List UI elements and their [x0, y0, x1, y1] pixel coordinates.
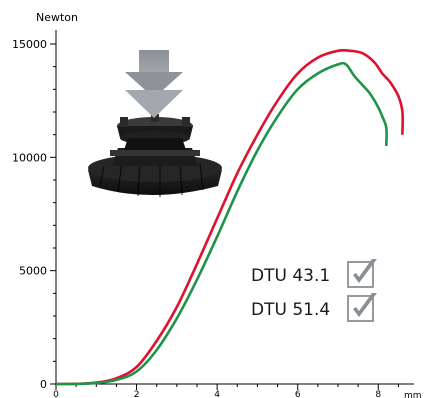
checkmark-icon	[353, 293, 377, 317]
x-tick-label: 0	[53, 390, 59, 398]
y-tick-label: 0	[40, 378, 47, 391]
legend-label-1: DTU 43.1	[251, 266, 330, 286]
series-line-1	[55, 48, 405, 386]
pedestal-product-image	[88, 50, 222, 197]
x-tick-label: 4	[214, 390, 220, 398]
x-tick-label: 8	[375, 390, 381, 398]
series-line-2	[55, 61, 388, 386]
y-tick-label: 5000	[19, 265, 47, 278]
x-tick-label: 2	[134, 390, 140, 398]
chart-series	[55, 48, 405, 386]
checkmark-icon	[353, 259, 377, 283]
legend-label-2: DTU 51.4	[251, 300, 330, 320]
chart-axes: Newton mm 0 5000 10000 15000 0 2 4 6 8	[12, 11, 422, 398]
legend-checkbox-2	[347, 295, 374, 322]
y-axis-label: Newton	[36, 11, 78, 24]
x-axis-label: mm	[404, 391, 422, 398]
x-tick-label: 6	[295, 390, 301, 398]
down-arrow-icon	[125, 50, 183, 118]
y-tick-label: 15000	[12, 38, 47, 51]
chart-legend: DTU 43.1 DTU 51.4	[251, 259, 377, 322]
y-tick-label: 10000	[12, 151, 47, 164]
